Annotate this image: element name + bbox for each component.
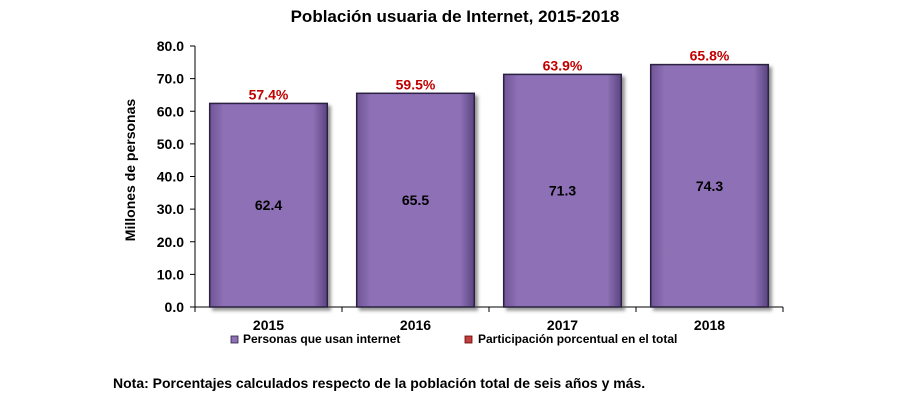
y-axis-ticks: 0.0 10.0 20.0 30.0 40.0 50.0 60.0 70.0 80.0 bbox=[157, 38, 195, 315]
legend-item-percent: Participación porcentual en el total bbox=[478, 332, 677, 346]
y-tick-label: 20.0 bbox=[157, 234, 184, 250]
bars: 62.4 57.4% 65.5 59.5% 71.3 63.9% 74.3 65.8% bbox=[208, 48, 770, 308]
x-axis-ticks: 2015 2016 2017 2018 bbox=[194, 307, 784, 333]
x-tick-label-2015: 2015 bbox=[253, 317, 284, 333]
legend: Personas que usan internet Participación… bbox=[230, 332, 677, 346]
y-tick-label: 80.0 bbox=[157, 38, 184, 54]
bar-2015 bbox=[208, 102, 329, 308]
data-label-percent-2016: 59.5% bbox=[396, 76, 436, 92]
y-tick-label: 60.0 bbox=[157, 103, 184, 119]
data-label-percent-2017: 63.9% bbox=[543, 57, 583, 73]
y-tick-label: 40.0 bbox=[157, 169, 184, 185]
chart-title: Población usuaria de Internet, 2015-2018 bbox=[291, 7, 620, 26]
data-label-percent-2018: 65.8% bbox=[690, 48, 730, 64]
x-tick-label-2018: 2018 bbox=[694, 317, 725, 333]
footnote: Nota: Porcentajes calculados respecto de… bbox=[113, 375, 645, 391]
data-label-value-2016: 65.5 bbox=[402, 192, 429, 208]
legend-item-internet: Personas que usan internet bbox=[243, 332, 400, 346]
x-tick-label-2016: 2016 bbox=[400, 317, 431, 333]
x-tick-label-2017: 2017 bbox=[547, 317, 578, 333]
y-tick-label: 50.0 bbox=[157, 136, 184, 152]
bar-2017 bbox=[502, 73, 623, 308]
data-label-value-2018: 74.3 bbox=[696, 178, 723, 194]
y-tick-label: 30.0 bbox=[157, 201, 184, 217]
y-axis-label: Millones de personas bbox=[122, 99, 138, 242]
legend-swatch-percent bbox=[464, 335, 473, 344]
y-tick-label: 10.0 bbox=[157, 266, 184, 282]
data-label-value-2015: 62.4 bbox=[255, 197, 282, 213]
bar-2018 bbox=[649, 63, 770, 308]
bar-2016 bbox=[355, 92, 476, 308]
data-label-value-2017: 71.3 bbox=[549, 183, 576, 199]
y-tick-label: 70.0 bbox=[157, 71, 184, 87]
legend-swatch-internet bbox=[230, 335, 239, 344]
data-label-percent-2015: 57.4% bbox=[249, 86, 289, 102]
y-tick-label: 0.0 bbox=[165, 299, 185, 315]
